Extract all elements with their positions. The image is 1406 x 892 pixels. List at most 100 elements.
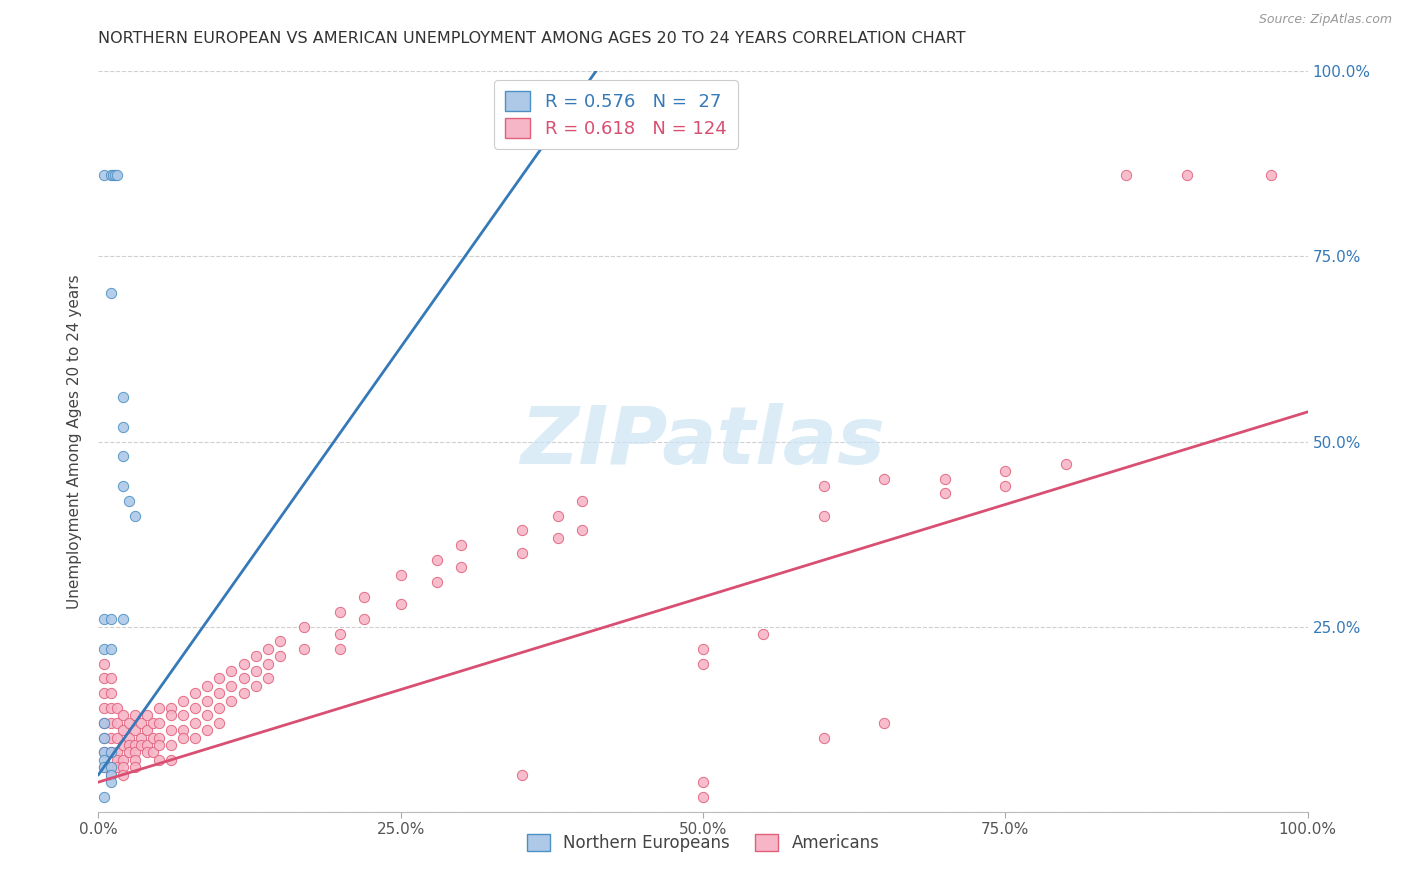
Point [100,760,122,774]
Point [160,708,183,723]
Point [256,672,278,686]
Point [111,390,134,404]
Point [101,168,124,182]
Point [124,753,146,767]
Point [873,715,896,730]
Point [329,641,352,656]
Point [93,753,115,767]
Point [148,753,170,767]
Point [100,672,122,686]
Point [813,479,835,493]
Point [269,649,291,664]
Point [1175,168,1198,182]
Point [245,679,267,693]
Point [148,701,170,715]
Point [1115,168,1137,182]
Point [184,686,207,700]
Point [104,168,127,182]
Point [148,738,170,752]
Point [118,746,141,760]
Point [256,641,278,656]
Point [160,738,183,752]
Point [195,723,218,738]
Point [994,464,1017,478]
Point [111,708,134,723]
Point [245,649,267,664]
Point [571,524,593,538]
Point [93,760,115,774]
Point [124,746,146,760]
Point [135,746,157,760]
Point [934,471,956,485]
Point [105,760,128,774]
Point [93,760,115,774]
Point [111,738,134,752]
Point [100,767,122,781]
Point [100,641,122,656]
Point [232,672,254,686]
Point [93,715,115,730]
Point [93,672,115,686]
Point [93,715,115,730]
Point [93,746,115,760]
Y-axis label: Unemployment Among Ages 20 to 24 years: Unemployment Among Ages 20 to 24 years [67,274,83,609]
Point [184,701,207,715]
Point [195,694,218,708]
Point [329,627,352,641]
Point [100,286,122,301]
Point [93,612,115,626]
Point [111,723,134,738]
Point [547,508,569,523]
Point [124,708,146,723]
Point [208,715,231,730]
Point [100,686,122,700]
Point [148,731,170,745]
Text: Source: ZipAtlas.com: Source: ZipAtlas.com [1258,13,1392,27]
Point [994,479,1017,493]
Point [195,708,218,723]
Point [93,731,115,745]
Point [1260,168,1282,182]
Point [100,746,122,760]
Point [129,715,152,730]
Point [172,708,194,723]
Point [129,738,152,752]
Point [105,715,128,730]
Point [111,753,134,767]
Point [208,672,231,686]
Point [105,746,128,760]
Point [426,575,449,590]
Text: NORTHERN EUROPEAN VS AMERICAN UNEMPLOYMENT AMONG AGES 20 TO 24 YEARS CORRELATION: NORTHERN EUROPEAN VS AMERICAN UNEMPLOYME… [98,31,966,46]
Point [752,627,775,641]
Point [93,168,115,182]
Point [93,686,115,700]
Point [692,641,714,656]
Point [105,731,128,745]
Point [813,731,835,745]
Point [510,767,533,781]
Point [221,664,243,678]
Point [93,641,115,656]
Point [111,419,134,434]
Point [118,731,141,745]
Point [208,701,231,715]
Point [389,598,412,612]
Point [142,746,165,760]
Point [221,694,243,708]
Point [450,560,472,574]
Point [118,493,141,508]
Point [105,701,128,715]
Point [100,746,122,760]
Point [571,493,593,508]
Point [353,590,375,604]
Point [256,657,278,671]
Point [135,708,157,723]
Point [195,679,218,693]
Point [93,789,115,804]
Point [934,486,956,500]
Point [111,479,134,493]
Point [692,789,714,804]
Point [111,450,134,464]
Point [148,715,170,730]
Point [142,715,165,730]
